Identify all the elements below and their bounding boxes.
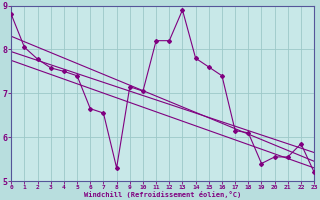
X-axis label: Windchill (Refroidissement éolien,°C): Windchill (Refroidissement éolien,°C): [84, 191, 241, 198]
